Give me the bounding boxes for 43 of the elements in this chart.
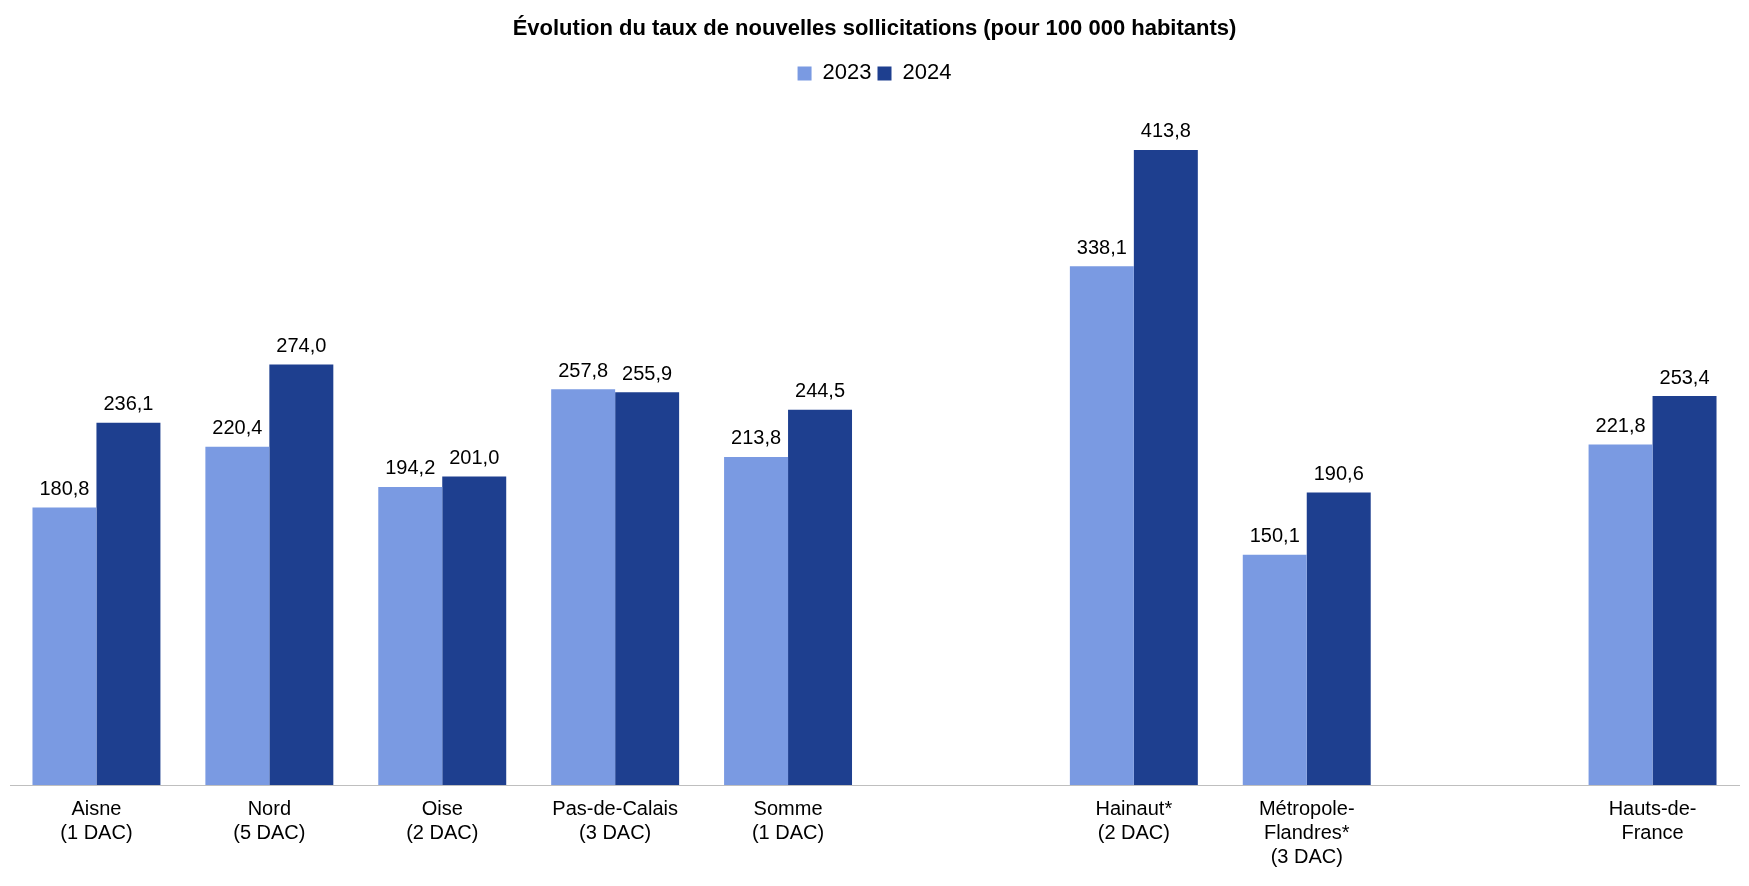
data-label: 236,1 [103,392,154,415]
x-tick-label: Métropole- Flandres* (3 DAC) [1258,796,1355,867]
bar [724,456,789,785]
bar [96,422,161,785]
legend-label: 2024 [902,59,952,85]
bar [1133,149,1198,785]
bar [442,476,507,785]
chart-title: Évolution du taux de nouvelles sollicitations (pour 100 000 habitants) [512,15,1237,41]
x-tick-label: Oise (2 DAC) [406,796,479,843]
bar [615,392,680,785]
data-label: 180,8 [39,477,90,500]
data-label: 253,4 [1659,365,1710,388]
legend-label: 2023 [822,59,872,85]
data-label: 201,0 [449,446,500,469]
data-label: 220,4 [212,416,263,439]
x-tick-label: Pas-de-Calais (3 DAC) [552,796,678,843]
data-label: 413,8 [1140,119,1191,142]
bar [1242,554,1307,785]
data-label: 194,2 [385,456,436,479]
data-label: 255,9 [622,361,673,384]
data-label: 221,8 [1595,414,1646,437]
bar [551,389,616,785]
data-label: 257,8 [558,358,609,381]
bar [1069,266,1134,785]
bar [205,446,270,785]
x-tick-label: Somme (1 DAC) [751,796,825,843]
bar [1652,396,1717,785]
bar [269,364,334,785]
bar [32,507,97,785]
x-tick-label: Aisne (1 DAC) [60,796,133,843]
bar [1306,492,1371,785]
data-label: 190,6 [1313,462,1364,485]
data-label: 244,5 [795,379,846,402]
data-label: 213,8 [731,426,782,449]
bar [378,486,443,785]
data-label: 274,0 [276,334,327,357]
bar [1588,444,1653,785]
bar [788,409,853,785]
x-tick-label: Hauts-de- France [1608,796,1697,843]
x-tick-label: Hainaut* (2 DAC) [1095,796,1173,843]
data-label: 150,1 [1249,524,1300,547]
data-label: 338,1 [1076,235,1127,258]
x-tick-label: Nord (5 DAC) [233,796,306,843]
